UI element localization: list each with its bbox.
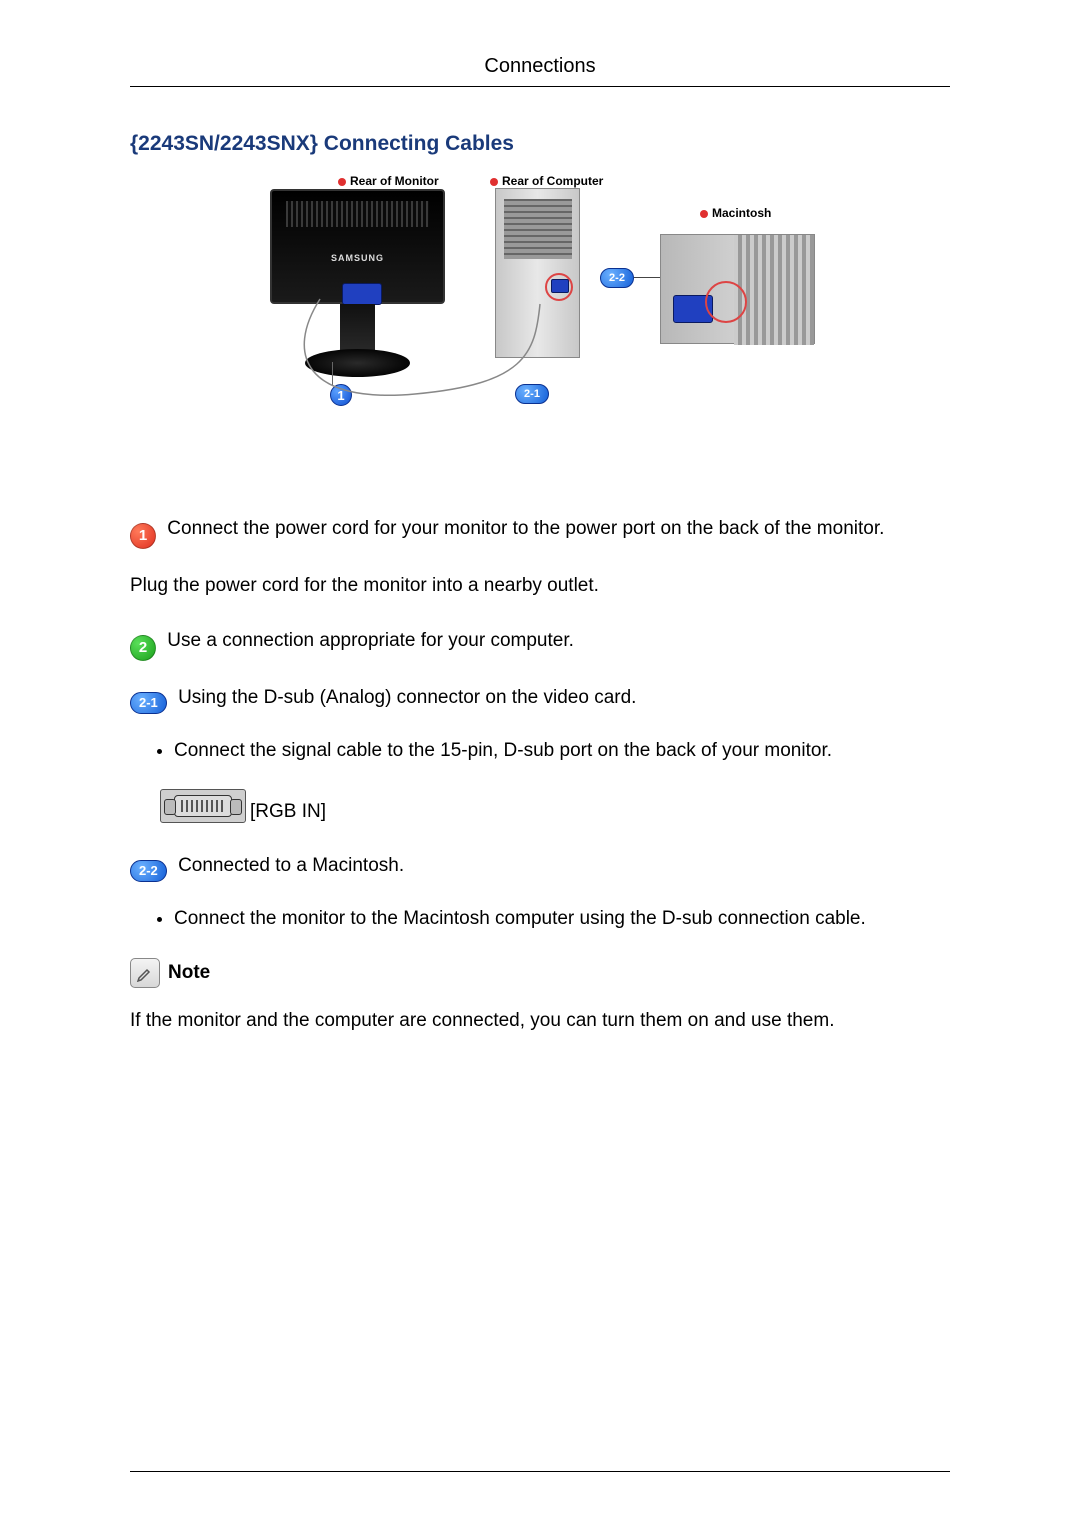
header-rule [130,86,950,87]
step-2: 2 Use a connection appropriate for your … [130,626,950,661]
page-header-title: Connections [130,55,950,78]
monitor-vents [286,201,429,227]
dsub-screw-icon [230,799,242,815]
tower-io-panel [504,199,572,259]
footer-rule [130,1471,950,1472]
dsub-pins-icon [181,800,225,812]
document-page: Connections {2243SN/2243SNX} Connecting … [0,0,1080,1527]
macintosh-graphic [660,234,815,344]
step-2-1-bullets: Connect the signal cable to the 15-pin, … [130,736,950,765]
section-title: {2243SN/2243SNX} Connecting Cables [130,132,950,156]
dsub-port-icon [160,789,246,823]
red-dot-icon [490,178,498,186]
step-badge-1: 1 [130,523,156,549]
step-2-text: Use a connection appropriate for your co… [167,630,574,651]
callout-badge-1: 1 [330,384,352,406]
callout-badge-2-1: 2-1 [515,384,549,404]
step-badge-2-2: 2-2 [130,860,167,882]
note-text: If the monitor and the computer are conn… [130,1006,950,1035]
diagram-label-rear-monitor: Rear of Monitor [338,174,439,188]
note-icon [130,958,160,988]
diagram-label-text: Rear of Monitor [350,174,439,188]
monitor-neck [340,304,375,354]
diagram-label-rear-computer: Rear of Computer [490,174,603,188]
step-badge-2: 2 [130,635,156,661]
step-1-para: Plug the power cord for the monitor into… [130,571,950,600]
bullet-item: Connect the signal cable to the 15-pin, … [174,736,950,765]
monitor-base [305,349,410,377]
step-1: 1 Connect the power cord for your monito… [130,514,950,549]
dsub-screw-icon [164,799,176,815]
step-1-text: Connect the power cord for your monitor … [167,518,884,539]
step-2-1-text: Using the D-sub (Analog) connector on th… [178,687,636,708]
bullet-item: Connect the monitor to the Macintosh com… [174,904,950,933]
diagram-label-macintosh: Macintosh [700,206,771,220]
red-dot-icon [338,178,346,186]
monitor-vga-port [342,283,382,305]
step-2-1: 2-1 Using the D-sub (Analog) connector o… [130,683,950,714]
monitor-graphic: SAMSUNG [270,189,455,389]
connection-diagram: Rear of Monitor Rear of Computer Macinto… [130,174,950,434]
step-badge-2-1: 2-1 [130,692,167,714]
diagram-label-text: Rear of Computer [502,174,603,188]
instructions-block: 1 Connect the power cord for your monito… [130,514,950,1035]
mac-vents [734,235,814,345]
note-heading-row: Note [130,958,950,988]
highlight-ring-icon [705,281,747,323]
monitor-brand-label: SAMSUNG [272,253,443,263]
diagram-label-text: Macintosh [712,206,771,220]
step-2-2-bullets: Connect the monitor to the Macintosh com… [130,904,950,933]
monitor-rear: SAMSUNG [270,189,445,304]
callout-leader-line [332,362,333,386]
port-label: [RGB IN] [250,801,326,823]
tower-vga-port [551,279,569,293]
red-dot-icon [700,210,708,218]
dsub-shell-icon [174,795,232,817]
step-2-2: 2-2 Connected to a Macintosh. [130,851,950,882]
step-2-2-text: Connected to a Macintosh. [178,855,404,876]
note-label: Note [168,962,210,984]
computer-tower-graphic [495,188,580,358]
callout-badge-2-2: 2-2 [600,268,634,288]
rgb-port-row: [RGB IN] [160,789,950,823]
